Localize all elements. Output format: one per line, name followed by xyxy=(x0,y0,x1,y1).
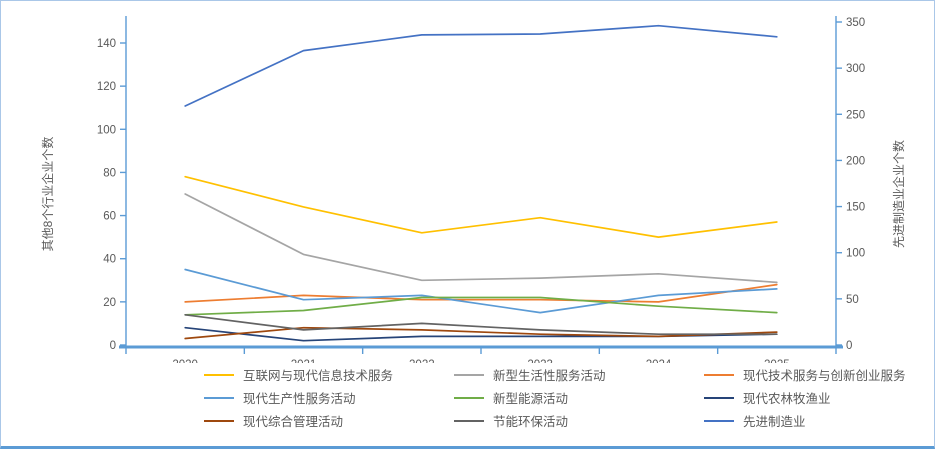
series-line-7 xyxy=(184,313,778,336)
series-line-0 xyxy=(184,175,778,238)
x-axis-label: 2022 xyxy=(409,359,435,363)
right-axis-title: 先进制造业企业个数 xyxy=(891,140,906,248)
left-axis-tick-label: 20 xyxy=(103,297,116,309)
right-axis-tick-label: 300 xyxy=(846,63,865,75)
legend-item-2: 现代技术服务与创新创业服务 xyxy=(704,365,934,384)
left-axis-tick-label: 100 xyxy=(97,124,116,136)
left-axis-tick-label: 140 xyxy=(97,38,116,50)
legend-line-swatch xyxy=(454,419,484,422)
right-axis-tick-label: 250 xyxy=(846,109,865,121)
left-axis-tick-label: 0 xyxy=(110,340,116,352)
legend-label: 现代技术服务与创新创业服务 xyxy=(743,369,906,383)
legend-item-3: 现代生产性服务活动 xyxy=(204,388,454,407)
legend-label: 新型生活性服务活动 xyxy=(493,369,606,383)
legend-label: 节能环保活动 xyxy=(493,415,569,429)
left-axis-tick-label: 40 xyxy=(103,254,116,266)
right-axis-tick-label: 100 xyxy=(846,248,865,260)
legend-line-swatch xyxy=(204,373,234,376)
series-line-6 xyxy=(184,326,778,340)
series-line-2 xyxy=(184,283,778,303)
legend-item-0: 互联网与现代信息技术服务 xyxy=(204,365,454,384)
legend-item-8: 先进制造业 xyxy=(704,411,934,430)
right-axis-tick-label: 50 xyxy=(846,294,859,306)
legend-item-1: 新型生活性服务活动 xyxy=(454,365,704,384)
legend-item-4: 新型能源活动 xyxy=(454,388,704,407)
series-line-8 xyxy=(184,24,778,107)
legend-label: 现代生产性服务活动 xyxy=(243,392,356,406)
legend-line-swatch xyxy=(454,373,484,376)
x-axis-label: 2025 xyxy=(764,359,790,363)
line-chart-canvas: 0 20 40 60 80 100 120 140 0 50 100 150 200 250 300 350 2… xyxy=(40,16,906,363)
left-axis-tick-label: 80 xyxy=(103,167,116,179)
left-axis-tick-label: 60 xyxy=(103,211,116,223)
legend-line-swatch xyxy=(704,396,734,399)
right-axis-tick-label: 200 xyxy=(846,155,865,167)
x-axis-label: 2023 xyxy=(527,359,553,363)
right-axis-tick-label: 350 xyxy=(846,17,865,29)
legend-line-swatch xyxy=(704,419,734,422)
legend-item-5: 现代农林牧渔业 xyxy=(704,388,934,407)
series-line-1 xyxy=(184,193,778,284)
x-axis-label: 2020 xyxy=(172,359,198,363)
right-axis-tick-label: 0 xyxy=(846,340,852,352)
legend-label: 现代综合管理活动 xyxy=(243,415,344,429)
legend-label: 先进制造业 xyxy=(743,415,806,429)
left-axis-title: 其他8个行业企业个数 xyxy=(40,137,55,252)
legend-item-6: 现代综合管理活动 xyxy=(204,411,454,430)
legend-line-swatch xyxy=(204,396,234,399)
legend-label: 互联网与现代信息技术服务 xyxy=(243,369,394,383)
series-line-4 xyxy=(184,296,778,316)
left-axis-tick-label: 120 xyxy=(97,81,116,93)
series-line-3 xyxy=(184,268,778,314)
legend-line-swatch xyxy=(454,396,484,399)
legend-label: 新型能源活动 xyxy=(493,392,569,406)
legend-item-7: 节能环保活动 xyxy=(454,411,704,430)
x-axis-label: 2021 xyxy=(291,359,317,363)
legend-line-swatch xyxy=(204,419,234,422)
right-axis-tick-label: 150 xyxy=(846,202,865,214)
x-axis-label: 2024 xyxy=(646,359,672,363)
chart-legend: 互联网与现代信息技术服务 新型生活性服务活动 现代技术服务与创新创业服务现代生产性服… xyxy=(204,363,934,432)
legend-line-swatch xyxy=(704,373,734,376)
legend-label: 现代农林牧渔业 xyxy=(743,392,831,406)
